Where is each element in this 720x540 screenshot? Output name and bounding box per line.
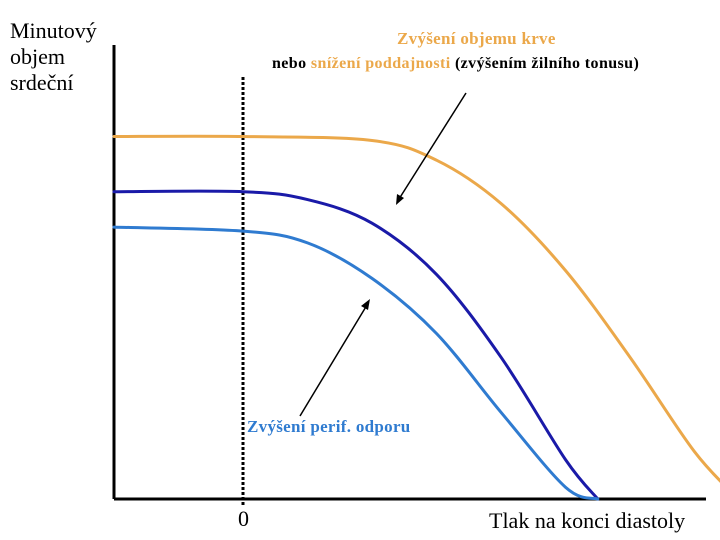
arrow-bottom-line: [299, 304, 368, 417]
series-line-2: [112, 189, 600, 501]
annotation-compliance-b: snížení poddajnosti: [310, 55, 451, 72]
annotation-compliance: nebo snížení poddajnosti (zvýšením žilní…: [272, 55, 639, 73]
series-line-1: [112, 134, 720, 483]
annotation-peripheral-resistance: Zvýšení perif. odporu: [247, 417, 411, 436]
annotation-blood-volume: Zvýšení objemu krve: [397, 29, 556, 48]
y-axis-label: Minutový objem srdeční: [10, 18, 97, 96]
y-label-line-1: Minutový: [10, 18, 97, 43]
series-line-3: [112, 225, 600, 501]
arrow-bottom-head: [361, 299, 370, 310]
arrow-top-line: [398, 92, 467, 200]
annotation-compliance-c: (zvýšením žilního tonusu): [450, 55, 640, 72]
arrow-top-head: [396, 194, 404, 205]
series-layer: [112, 134, 720, 501]
y-label-line-3: srdeční: [10, 70, 74, 95]
x-axis-label: Tlak na konci diastoly: [489, 508, 686, 533]
y-label-line-2: objem: [10, 44, 65, 69]
annotation-compliance-a: nebo: [272, 55, 311, 72]
x-tick-zero: 0: [238, 506, 249, 531]
